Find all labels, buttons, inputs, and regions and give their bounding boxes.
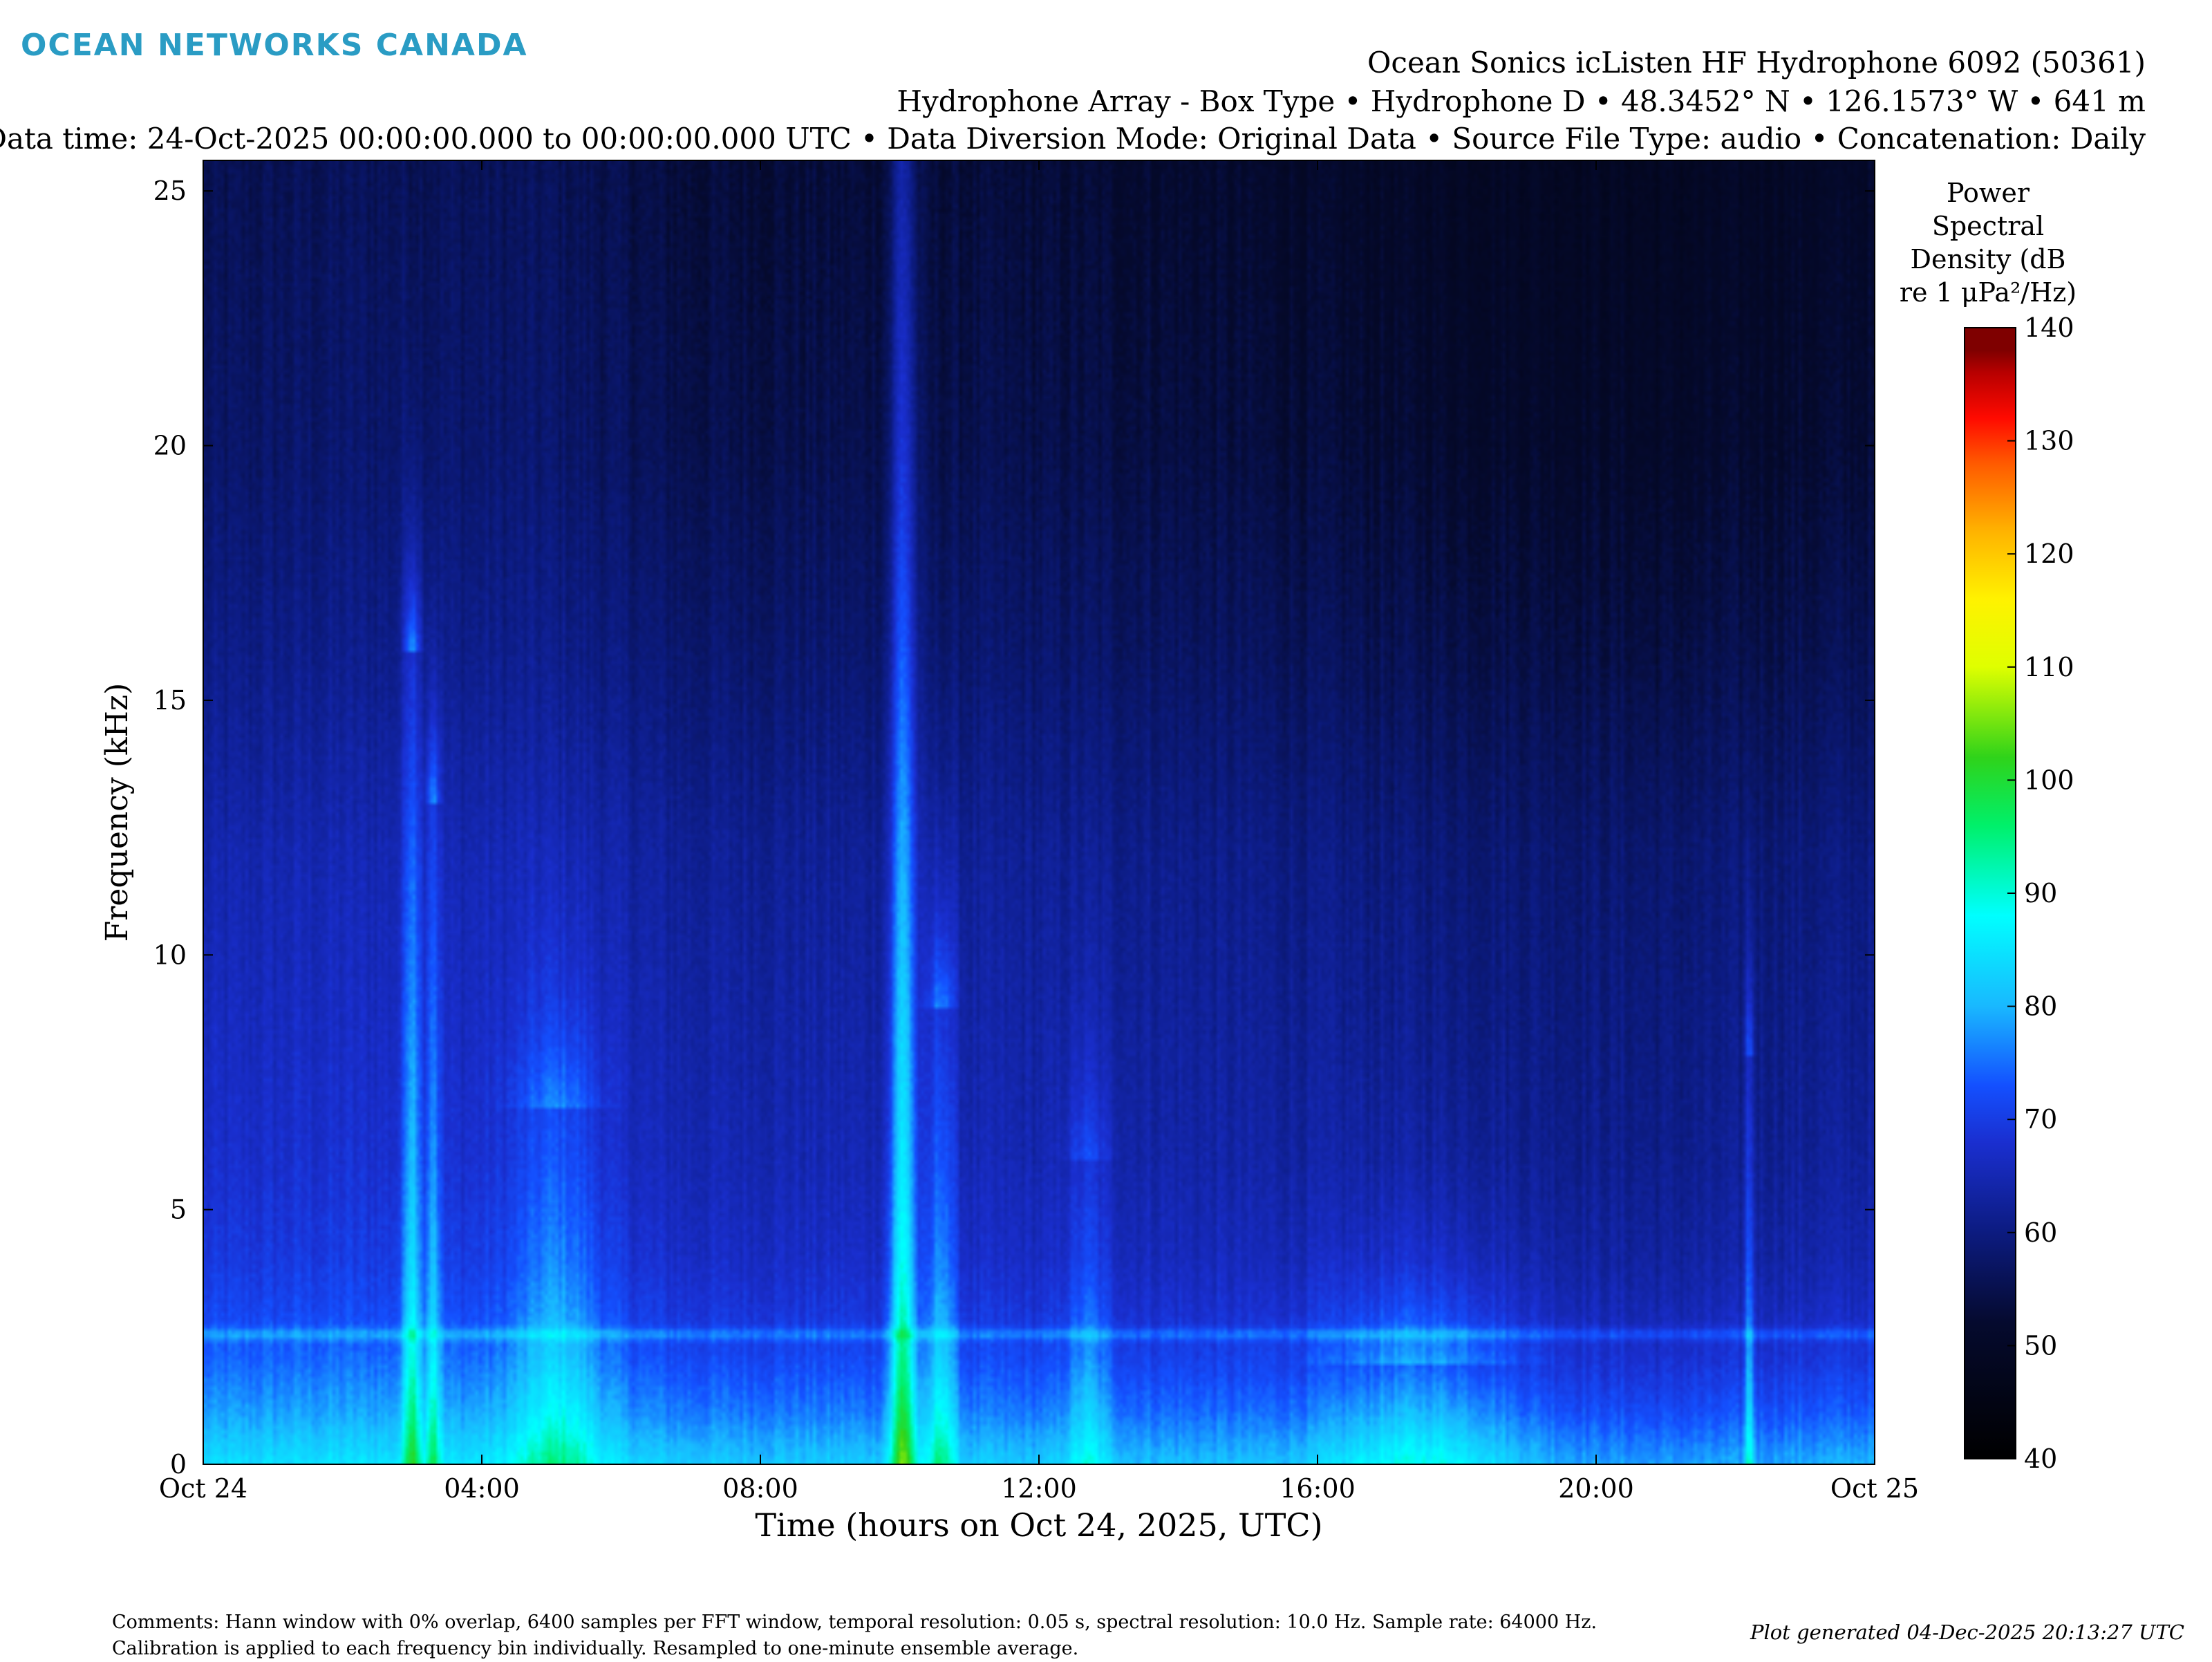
colorbar-tick-label-0: 40 <box>2024 1444 2057 1474</box>
chart-subtitle-location: Hydrophone Array - Box Type • Hydrophone… <box>897 84 2146 118</box>
plot-comments: Comments: Hann window with 0% overlap, 6… <box>112 1609 1597 1662</box>
y-tick-label-0: 0 <box>170 1449 187 1479</box>
chart-title: Ocean Sonics icListen HF Hydrophone 6092… <box>1367 46 2146 80</box>
x-tick-label-3: 12:00 <box>1001 1473 1077 1504</box>
colorbar-label-line-2: Density (dB <box>1911 244 2066 274</box>
y-tick-label-1: 5 <box>170 1195 187 1225</box>
colorbar-tick-label-1: 50 <box>2024 1330 2057 1361</box>
spectrogram-heatmap <box>203 160 1875 1464</box>
plot-generated-timestamp: Plot generated 04-Dec-2025 20:13:27 UTC <box>1750 1621 2184 1644</box>
colorbar-tick-label-2: 60 <box>2024 1217 2057 1248</box>
y-tick-label-3: 15 <box>153 685 187 716</box>
y-axis: 0 5 10 15 20 25 <box>153 176 1875 1479</box>
x-tick-label-5: 20:00 <box>1558 1473 1634 1504</box>
x-tick-label-6: Oct 25 <box>1830 1473 1919 1504</box>
comment-line-2: Calibration is applied to each frequency… <box>112 1638 1079 1659</box>
colorbar-label-line-0: Power <box>1947 178 2030 208</box>
y-axis-label: Frequency (kHz) <box>100 683 135 942</box>
x-tick-label-4: 16:00 <box>1280 1473 1356 1504</box>
colorbar-tick-label-6: 100 <box>2024 765 2074 795</box>
colorbar-tick-label-8: 120 <box>2024 539 2074 569</box>
colorbar-ticks: 40 50 60 70 80 90 100 110 120 130 140 <box>2007 312 2074 1474</box>
y-tick-label-4: 20 <box>153 431 187 461</box>
colorbar-tick-label-9: 130 <box>2024 426 2074 456</box>
x-tick-label-0: Oct 24 <box>159 1473 247 1504</box>
comment-line-1: Comments: Hann window with 0% overlap, 6… <box>112 1612 1597 1633</box>
x-axis: Oct 24 04:00 08:00 12:00 16:00 20:00 Oct 25 <box>159 160 1919 1504</box>
x-tick-label-2: 08:00 <box>722 1473 798 1504</box>
x-tick-label-1: 04:00 <box>444 1473 520 1504</box>
colorbar-tick-label-7: 110 <box>2024 652 2074 682</box>
y-tick-label-5: 25 <box>153 176 187 206</box>
colorbar-tick-label-3: 70 <box>2024 1104 2057 1135</box>
colorbar-tick-label-10: 140 <box>2024 312 2074 343</box>
colorbar-label-line-3: re 1 μPa²/Hz) <box>1900 277 2077 308</box>
y-tick-label-2: 10 <box>153 940 187 970</box>
logo-ocean-networks-canada: OCEAN NETWORKS CANADA <box>21 28 528 63</box>
colorbar-tick-label-5: 90 <box>2024 878 2057 908</box>
colorbar-label-line-1: Spectral <box>1932 211 2044 241</box>
colorbar <box>1964 327 2016 1459</box>
x-axis-label: Time (hours on Oct 24, 2025, UTC) <box>755 1506 1322 1544</box>
colorbar-tick-label-4: 80 <box>2024 991 2057 1022</box>
chart-subtitle-data-time: Data time: 24-Oct-2025 00:00:00.000 to 0… <box>0 122 2146 156</box>
